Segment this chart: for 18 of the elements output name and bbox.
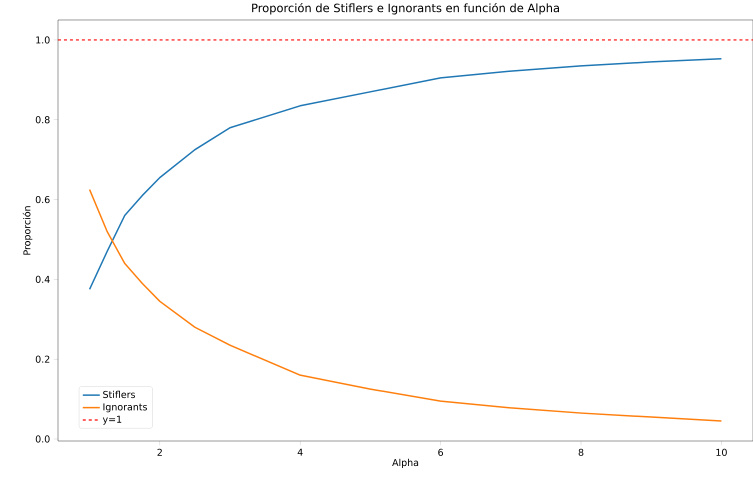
x-tick-label: 10 xyxy=(716,448,727,456)
legend-label: y=1 xyxy=(102,416,122,425)
y-axis-title: Proporción xyxy=(22,206,32,255)
x-axis-title: Alpha xyxy=(392,458,418,468)
x-tick-label: 2 xyxy=(157,448,162,456)
y-tick-label: 1.0 xyxy=(36,36,50,44)
y-tick-label: 0.6 xyxy=(36,196,50,204)
x-tick-label: 6 xyxy=(438,448,444,456)
x-tick-label: 4 xyxy=(298,448,303,456)
y-tick-label: 0.8 xyxy=(36,116,50,124)
legend-label: Stiflers xyxy=(103,390,136,398)
x-tick-label: 8 xyxy=(578,448,584,456)
y-tick-label: 0.2 xyxy=(36,356,50,363)
y-tick-label: 0.4 xyxy=(36,276,50,283)
y-tick-label: 0.0 xyxy=(36,435,50,443)
line-series xyxy=(88,58,722,290)
legend-label: Ignorants xyxy=(103,403,147,412)
chart-title: Proporción de Stiflers e Ignorants en función de Alpha xyxy=(252,2,559,14)
